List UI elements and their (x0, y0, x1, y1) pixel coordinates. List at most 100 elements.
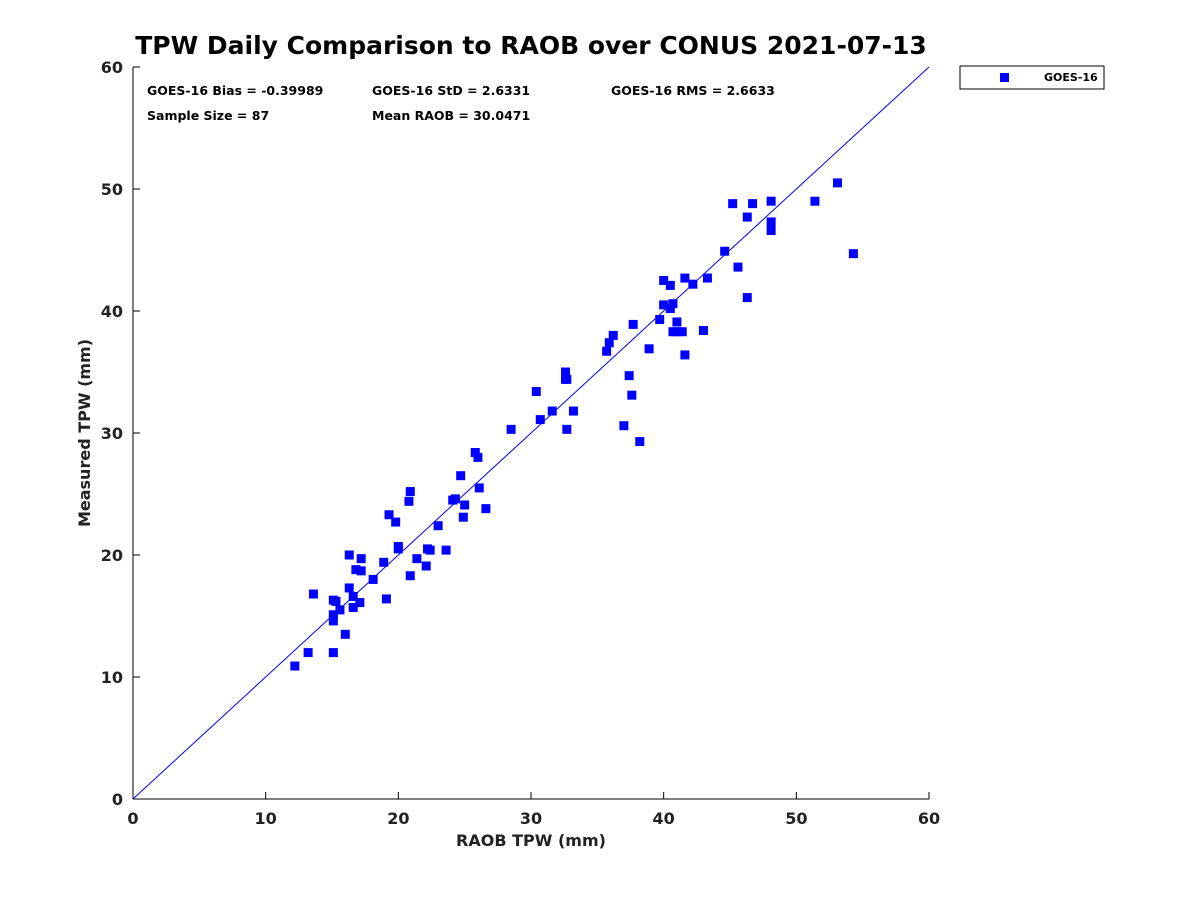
data-point (391, 517, 401, 527)
data-point (728, 199, 738, 209)
data-point (733, 262, 743, 272)
data-point (405, 571, 415, 581)
data-point (720, 246, 730, 256)
x-tick-label: 30 (520, 809, 542, 828)
data-point (433, 521, 443, 531)
rms-stat: GOES-16 RMS = 2.6633 (611, 83, 775, 98)
legend-marker-goes16 (1000, 73, 1009, 82)
data-point (531, 387, 541, 397)
data-point (470, 448, 480, 458)
data-point (450, 494, 460, 504)
y-tick-label: 10 (101, 668, 123, 687)
x-tick-label: 20 (387, 809, 409, 828)
data-point (355, 598, 365, 608)
data-point (405, 487, 415, 497)
data-point (425, 545, 435, 555)
data-point (328, 616, 338, 626)
data-point (655, 315, 665, 325)
data-point (688, 279, 698, 289)
data-point (368, 574, 378, 584)
data-point (458, 512, 468, 522)
data-point (393, 544, 403, 554)
data-point (340, 629, 350, 639)
data-point (356, 554, 366, 564)
mean-raob-stat: Mean RAOB = 30.0471 (372, 108, 530, 123)
data-point (766, 196, 776, 206)
axes: 0 10 20 30 40 50 60 0 10 20 30 40 50 60 (101, 58, 940, 828)
data-point (379, 557, 389, 567)
data-point (702, 273, 712, 283)
data-point (344, 583, 354, 593)
data-point (328, 610, 338, 620)
data-point (344, 550, 354, 560)
y-tick-label: 0 (112, 790, 123, 809)
data-point (506, 424, 516, 434)
data-point (848, 249, 858, 259)
y-axis-label: Measured TPW (mm) (75, 339, 94, 527)
x-tick-label: 0 (127, 809, 138, 828)
data-point (680, 350, 690, 360)
x-tick-label: 40 (653, 809, 675, 828)
data-point (308, 589, 318, 599)
data-point (810, 196, 820, 206)
data-point (335, 605, 345, 615)
data-point (460, 500, 470, 510)
data-point (303, 648, 313, 658)
data-point (665, 304, 675, 314)
data-point (635, 437, 645, 447)
data-point (604, 338, 614, 348)
data-point (384, 510, 394, 520)
data-point (290, 661, 300, 671)
data-point (535, 415, 545, 425)
x-tick-label: 60 (918, 809, 940, 828)
data-point (404, 496, 414, 506)
data-point (474, 483, 484, 493)
bias-stat: GOES-16 Bias = -0.39989 (147, 83, 323, 98)
data-point (608, 330, 618, 340)
data-point (742, 293, 752, 303)
data-point (748, 199, 758, 209)
data-point (568, 406, 578, 416)
data-point (624, 371, 634, 381)
data-point (665, 280, 675, 290)
chart-title: TPW Daily Comparison to RAOB over CONUS … (135, 31, 927, 60)
data-point (351, 565, 361, 575)
y-tick-label: 20 (101, 546, 123, 565)
data-points (290, 178, 858, 671)
legend: GOES-16 (959, 65, 1105, 90)
y-tick-label: 30 (101, 424, 123, 443)
data-point (619, 421, 629, 431)
data-point (560, 367, 570, 377)
data-point (456, 471, 466, 481)
y-tick-label: 40 (101, 302, 123, 321)
data-point (473, 452, 483, 462)
data-point (328, 648, 338, 658)
data-point (766, 225, 776, 235)
data-point (698, 326, 708, 336)
data-point (562, 374, 572, 384)
legend-box (959, 65, 1105, 90)
data-point (412, 554, 422, 564)
data-point (766, 217, 776, 227)
data-point (672, 317, 682, 327)
data-point (680, 273, 690, 283)
data-point (644, 344, 654, 354)
legend-label-goes16: GOES-16 (1044, 71, 1098, 84)
data-point (562, 424, 572, 434)
data-point (421, 561, 431, 571)
y-tick-label: 60 (101, 58, 123, 77)
x-tick-label: 10 (255, 809, 277, 828)
data-point (742, 212, 752, 222)
data-point (348, 602, 358, 612)
data-point (602, 346, 612, 356)
data-point (659, 300, 669, 310)
data-point (628, 319, 638, 329)
sample-size-stat: Sample Size = 87 (147, 108, 269, 123)
data-point (668, 299, 678, 309)
data-point (547, 406, 557, 416)
data-point (672, 327, 682, 337)
std-stat: GOES-16 StD = 2.6331 (372, 83, 530, 98)
data-point (659, 276, 669, 285)
data-point (677, 327, 687, 337)
